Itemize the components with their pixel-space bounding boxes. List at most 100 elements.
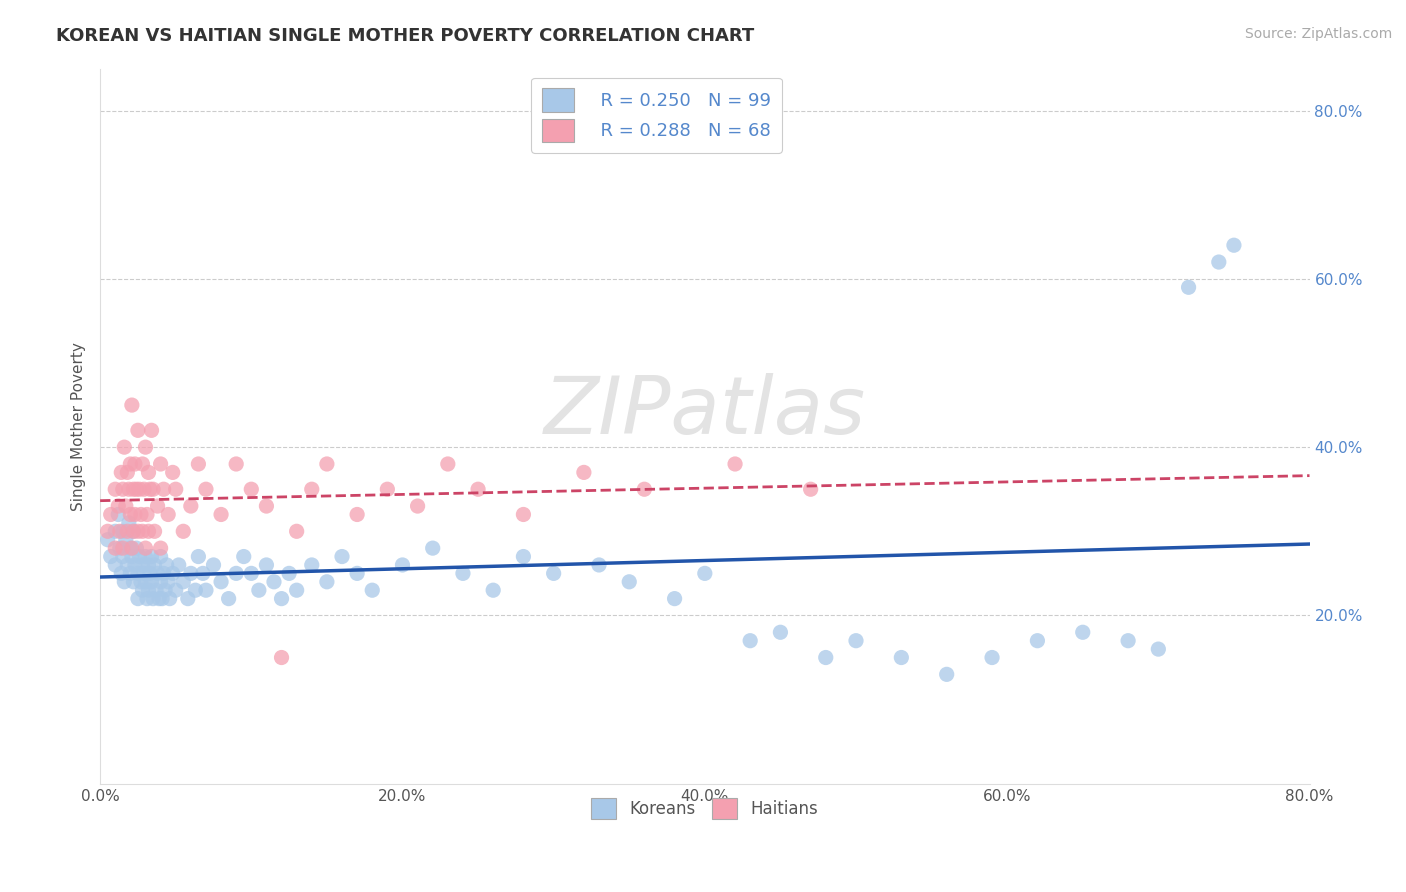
Point [209, 508, 232, 522]
Point [125, 541, 148, 556]
Point [152, 482, 174, 496]
Point [108, 541, 131, 556]
Point [120, 508, 142, 522]
Point [254, 558, 277, 572]
Point [512, 508, 534, 522]
Point [588, 558, 610, 572]
Point [110, 566, 132, 581]
Point [121, 549, 143, 564]
Point [117, 558, 139, 572]
Point [138, 583, 160, 598]
Text: Source: ZipAtlas.com: Source: ZipAtlas.com [1244, 27, 1392, 41]
Point [619, 574, 641, 589]
Point [845, 633, 868, 648]
Point [285, 583, 308, 598]
Point [1208, 255, 1230, 269]
Point [117, 466, 139, 480]
Point [143, 524, 166, 539]
Point [1026, 633, 1049, 648]
Point [124, 558, 146, 572]
Point [122, 482, 145, 496]
Point [112, 574, 135, 589]
Point [278, 566, 301, 581]
Point [263, 574, 285, 589]
Point [97, 524, 120, 539]
Point [191, 566, 214, 581]
Point [124, 457, 146, 471]
Point [134, 574, 156, 589]
Point [149, 549, 172, 564]
Point [124, 508, 146, 522]
Point [1177, 280, 1199, 294]
Point [132, 566, 155, 581]
Point [184, 583, 207, 598]
Text: ZIPatlas: ZIPatlas [544, 373, 866, 450]
Point [406, 499, 429, 513]
Point [131, 457, 153, 471]
Point [1147, 642, 1170, 657]
Point [111, 524, 134, 539]
Point [139, 566, 162, 581]
Point [100, 549, 122, 564]
Point [128, 549, 150, 564]
Point [111, 541, 134, 556]
Point [104, 558, 127, 572]
Point [225, 566, 247, 581]
Point [543, 566, 565, 581]
Point [127, 423, 149, 437]
Point [141, 423, 163, 437]
Point [138, 524, 160, 539]
Point [162, 466, 184, 480]
Legend: Koreans, Haitians: Koreans, Haitians [585, 792, 825, 825]
Point [149, 574, 172, 589]
Point [152, 566, 174, 581]
Point [118, 516, 141, 530]
Point [165, 482, 187, 496]
Point [100, 508, 122, 522]
Point [664, 591, 686, 606]
Point [104, 524, 127, 539]
Point [138, 558, 160, 572]
Point [202, 558, 225, 572]
Point [118, 482, 141, 496]
Point [97, 533, 120, 547]
Point [935, 667, 957, 681]
Point [153, 583, 176, 598]
Point [142, 482, 165, 496]
Point [131, 583, 153, 598]
Point [157, 574, 180, 589]
Point [157, 508, 180, 522]
Point [136, 591, 159, 606]
Point [120, 457, 142, 471]
Point [150, 591, 173, 606]
Point [117, 524, 139, 539]
Point [156, 558, 179, 572]
Point [149, 541, 172, 556]
Point [136, 508, 159, 522]
Point [467, 482, 489, 496]
Point [270, 650, 292, 665]
Point [194, 583, 217, 598]
Point [187, 457, 209, 471]
Point [134, 549, 156, 564]
Point [142, 591, 165, 606]
Point [172, 574, 194, 589]
Point [451, 566, 474, 581]
Point [437, 457, 460, 471]
Point [107, 499, 129, 513]
Point [330, 549, 353, 564]
Point [422, 541, 444, 556]
Point [177, 591, 200, 606]
Point [122, 524, 145, 539]
Point [145, 583, 167, 598]
Point [127, 591, 149, 606]
Point [301, 558, 323, 572]
Point [285, 524, 308, 539]
Point [134, 541, 156, 556]
Point [301, 482, 323, 496]
Point [218, 591, 240, 606]
Point [132, 482, 155, 496]
Point [315, 574, 337, 589]
Point [240, 566, 263, 581]
Point [104, 482, 127, 496]
